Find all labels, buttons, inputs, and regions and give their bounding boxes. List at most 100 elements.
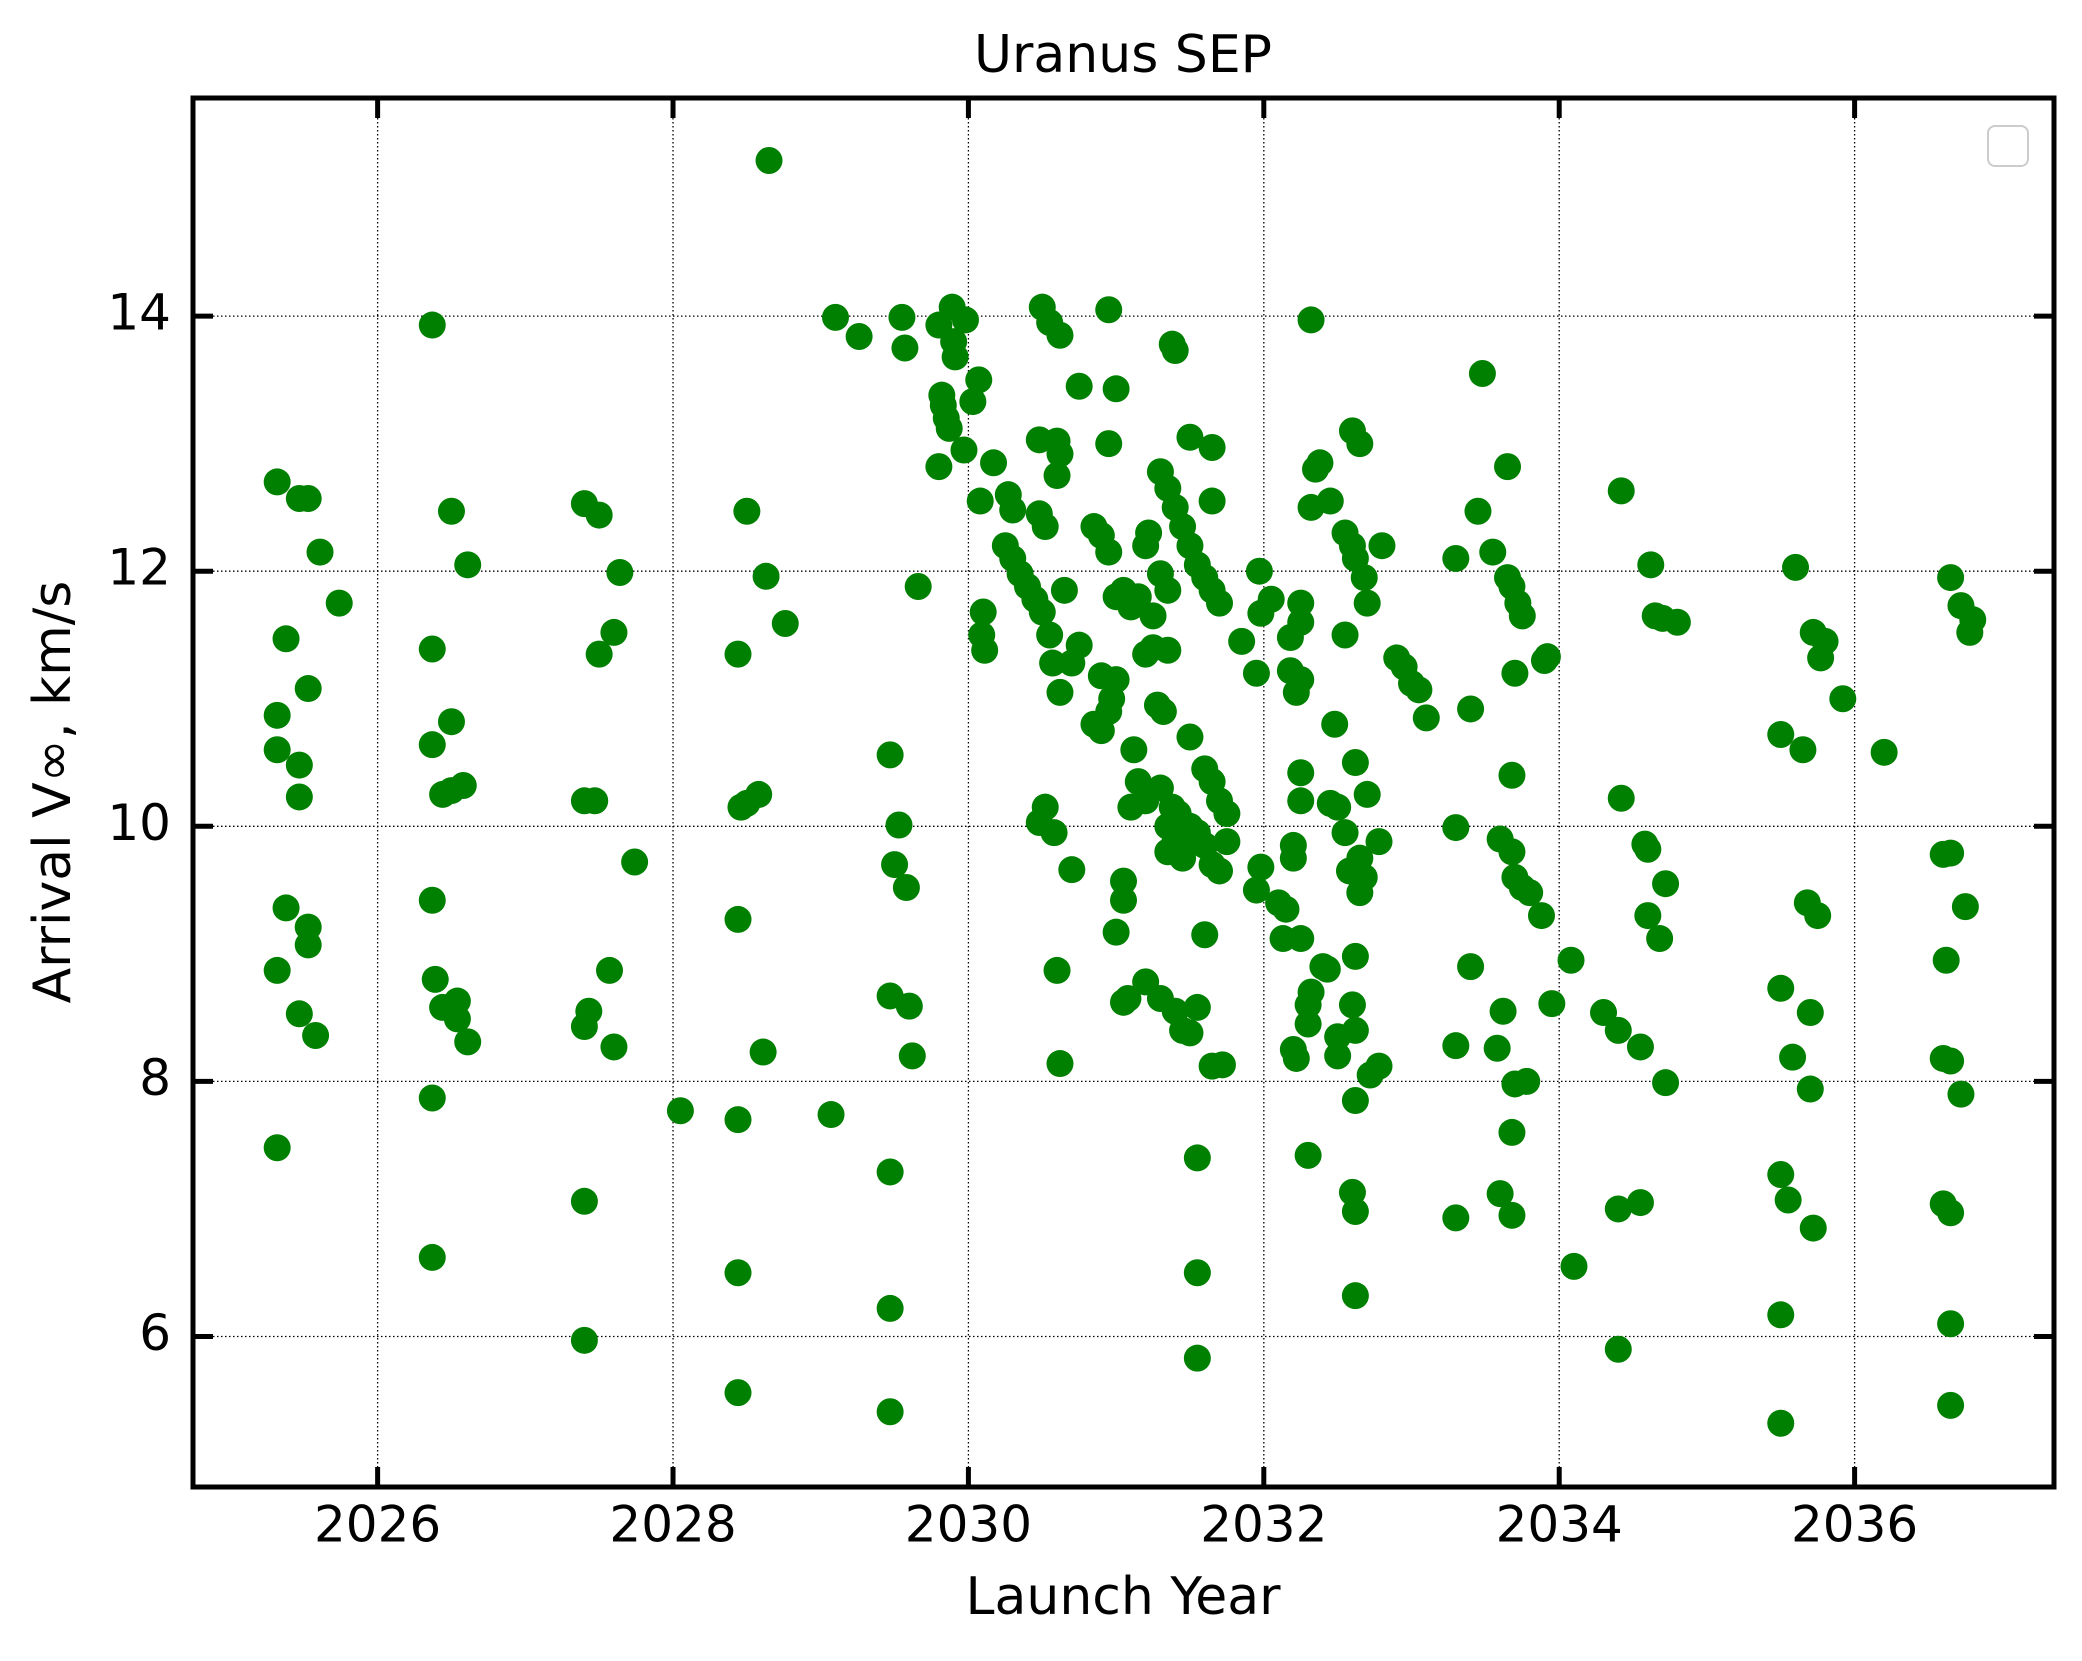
point (1637, 551, 1665, 579)
point (1341, 942, 1369, 970)
point (925, 453, 953, 481)
point (596, 956, 624, 984)
point (1959, 606, 1987, 634)
point (1774, 1186, 1802, 1214)
point (971, 636, 999, 664)
x-axis-label: Launch Year (966, 1567, 1282, 1627)
point (418, 731, 446, 759)
point (1368, 532, 1396, 560)
point (999, 496, 1027, 524)
point (1652, 1069, 1680, 1097)
y-tick-label: 8 (139, 1049, 171, 1107)
point (950, 436, 978, 464)
point (876, 1398, 904, 1426)
point (1110, 886, 1137, 914)
point (1313, 955, 1341, 983)
chart-title: Uranus SEP (974, 25, 1272, 85)
point (1412, 704, 1440, 732)
point (1350, 564, 1378, 592)
point (1043, 462, 1071, 490)
point (1405, 676, 1433, 704)
point (1663, 608, 1691, 636)
point (443, 1005, 471, 1033)
point (1110, 867, 1137, 895)
point (1213, 800, 1241, 828)
point (666, 1097, 694, 1125)
point (1031, 513, 1059, 541)
point (1102, 666, 1130, 694)
point (1095, 296, 1123, 324)
point (821, 303, 849, 331)
point (1652, 870, 1680, 898)
point (1779, 1043, 1807, 1071)
point (1191, 921, 1219, 949)
point (898, 1042, 926, 1070)
point (1804, 902, 1832, 930)
point (1294, 1141, 1322, 1169)
point (302, 1021, 330, 1049)
point (621, 848, 649, 876)
point (1498, 761, 1526, 789)
point (1228, 627, 1256, 655)
point (1468, 360, 1496, 388)
point (1604, 1016, 1632, 1044)
point (418, 635, 446, 663)
point (817, 1101, 845, 1129)
point (1346, 430, 1374, 458)
grid (193, 98, 2054, 1487)
point (1365, 1052, 1393, 1080)
x-tick-label: 2030 (905, 1496, 1032, 1554)
point (418, 311, 446, 339)
point (1782, 553, 1810, 581)
point (1297, 978, 1325, 1006)
point (1767, 1409, 1795, 1437)
x-tick-label: 2032 (1200, 1496, 1327, 1554)
point (1870, 738, 1898, 766)
point (1154, 838, 1182, 866)
point (581, 787, 609, 815)
point (1501, 659, 1529, 687)
point (1937, 1199, 1965, 1227)
point (294, 485, 322, 513)
point (891, 334, 919, 362)
point (606, 558, 634, 586)
point (1498, 838, 1526, 866)
point (845, 323, 873, 351)
point (959, 388, 987, 416)
point (449, 771, 477, 799)
point (1208, 1051, 1236, 1079)
point (752, 562, 780, 590)
point (1287, 759, 1315, 787)
x-tick-label: 2034 (1496, 1496, 1623, 1554)
point (1247, 853, 1275, 881)
point (888, 303, 916, 331)
point (1464, 497, 1492, 525)
point (1139, 602, 1167, 630)
point (966, 487, 994, 515)
point (294, 913, 322, 941)
point (285, 783, 313, 811)
point (876, 741, 904, 769)
point (1341, 1282, 1369, 1310)
point (1442, 544, 1470, 572)
y-tick-label: 10 (107, 794, 171, 852)
point (1341, 1016, 1369, 1044)
point (285, 751, 313, 779)
point (1604, 1335, 1632, 1363)
point (1829, 685, 1857, 713)
point (1183, 1259, 1211, 1287)
point (1932, 946, 1960, 974)
point (325, 589, 353, 617)
point (1036, 621, 1064, 649)
point (1341, 749, 1369, 777)
point (1287, 925, 1315, 953)
point (941, 343, 969, 371)
point (263, 701, 291, 729)
point (935, 414, 963, 442)
point (876, 1158, 904, 1186)
point (1937, 1310, 1965, 1338)
point (1206, 857, 1234, 885)
point (1338, 991, 1366, 1019)
